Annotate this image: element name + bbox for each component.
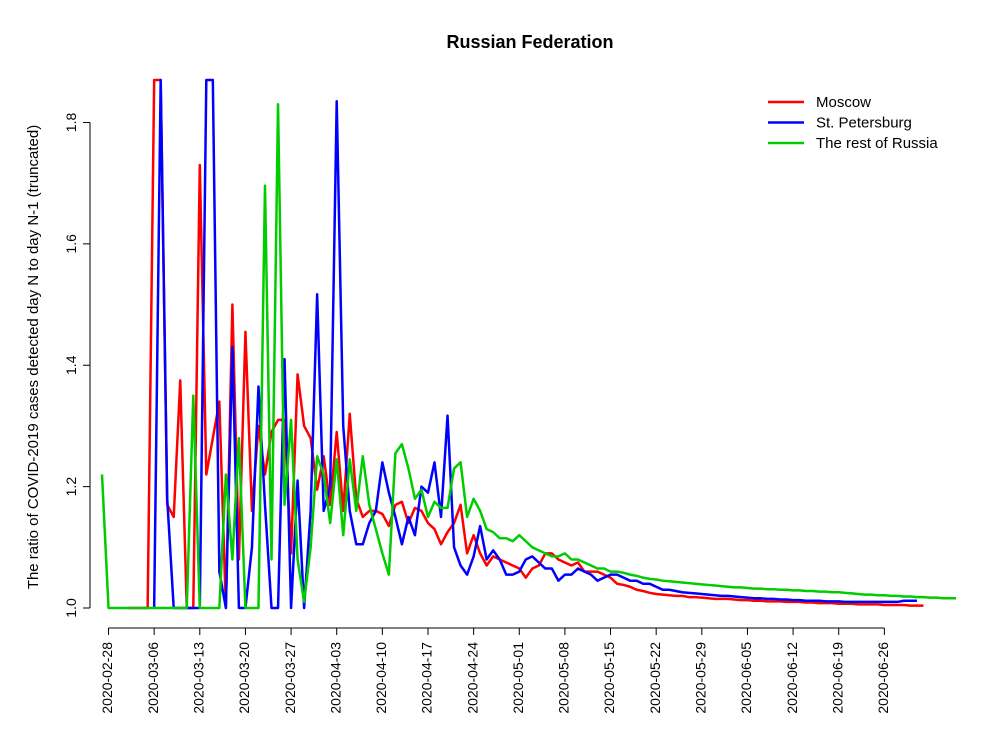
y-tick-label: 1.0 — [63, 598, 79, 618]
x-tick-label: 2020-05-22 — [647, 642, 663, 714]
y-axis: 1.0 1.2 1.4 1.6 1.8 — [63, 113, 91, 618]
x-tick-label: 2020-04-17 — [419, 642, 435, 714]
plot-area — [100, 78, 957, 610]
legend-label-3: The rest of Russia — [816, 135, 938, 152]
y-tick-label: 1.6 — [63, 234, 79, 254]
x-tick-label: 2020-03-27 — [282, 642, 298, 714]
legend: Moscow St. Petersburg The rest of Russia — [768, 94, 938, 152]
x-tick-label: 2020-06-26 — [875, 642, 891, 714]
legend-label-2: St. Petersburg — [816, 115, 912, 132]
x-tick-label: 2020-06-05 — [738, 642, 754, 714]
x-tick-label: 2020-06-12 — [784, 642, 800, 714]
x-tick-label: 2020-05-01 — [510, 642, 526, 714]
x-tick-label: 2020-06-19 — [829, 642, 845, 714]
x-axis: 2020-02-28 2020-03-06 2020-03-13 2020-03-20… — [99, 627, 891, 714]
x-tick-label: 2020-03-20 — [236, 642, 252, 714]
x-tick-label: 2020-05-15 — [601, 642, 617, 714]
x-tick-label: 2020-03-13 — [190, 642, 206, 714]
series-line-2 — [152, 78, 917, 610]
x-tick-label: 2020-02-28 — [99, 642, 115, 714]
y-axis-label: The ratio of COVID-2019 cases detected d… — [25, 125, 42, 589]
x-tick-label: 2020-04-24 — [464, 642, 480, 714]
y-tick-label: 1.4 — [63, 355, 79, 375]
series-line-1 — [128, 78, 924, 610]
chart-title: Russian Federation — [446, 32, 613, 52]
series-line-3 — [100, 103, 957, 610]
x-tick-label: 2020-04-03 — [327, 642, 343, 714]
x-tick-label: 2020-05-29 — [693, 642, 709, 714]
y-tick-label: 1.2 — [63, 477, 79, 497]
legend-label-1: Moscow — [816, 94, 871, 111]
y-tick-label: 1.8 — [63, 113, 79, 133]
x-tick-label: 2020-03-06 — [145, 642, 161, 714]
x-tick-label: 2020-05-08 — [556, 642, 572, 714]
x-tick-label: 2020-04-10 — [373, 642, 389, 714]
